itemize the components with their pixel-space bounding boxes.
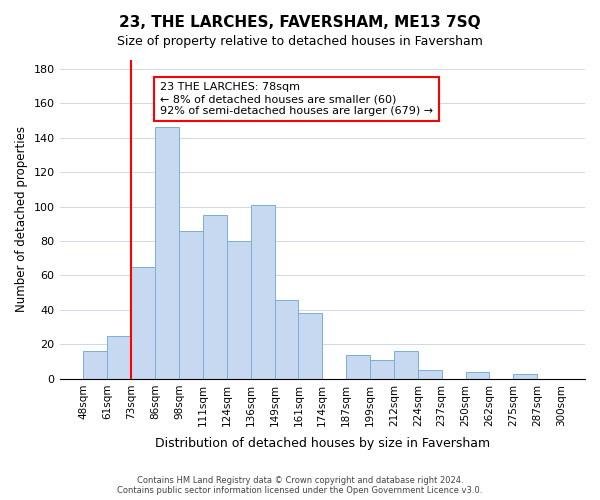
Bar <box>466 372 490 379</box>
Text: Size of property relative to detached houses in Faversham: Size of property relative to detached ho… <box>117 35 483 48</box>
Text: 23 THE LARCHES: 78sqm
← 8% of detached houses are smaller (60)
92% of semi-detac: 23 THE LARCHES: 78sqm ← 8% of detached h… <box>160 82 433 116</box>
Bar <box>83 352 107 379</box>
Bar <box>203 215 227 379</box>
Bar <box>394 352 418 379</box>
Bar <box>107 336 131 379</box>
Bar <box>370 360 394 379</box>
Bar <box>251 205 275 379</box>
Text: 23, THE LARCHES, FAVERSHAM, ME13 7SQ: 23, THE LARCHES, FAVERSHAM, ME13 7SQ <box>119 15 481 30</box>
X-axis label: Distribution of detached houses by size in Faversham: Distribution of detached houses by size … <box>155 437 490 450</box>
Bar <box>346 355 370 379</box>
Bar <box>275 300 298 379</box>
Bar <box>131 267 155 379</box>
Text: Contains HM Land Registry data © Crown copyright and database right 2024.
Contai: Contains HM Land Registry data © Crown c… <box>118 476 482 495</box>
Bar <box>179 230 203 379</box>
Bar <box>227 241 251 379</box>
Bar <box>298 314 322 379</box>
Bar <box>155 127 179 379</box>
Bar <box>514 374 537 379</box>
Bar <box>418 370 442 379</box>
Y-axis label: Number of detached properties: Number of detached properties <box>15 126 28 312</box>
